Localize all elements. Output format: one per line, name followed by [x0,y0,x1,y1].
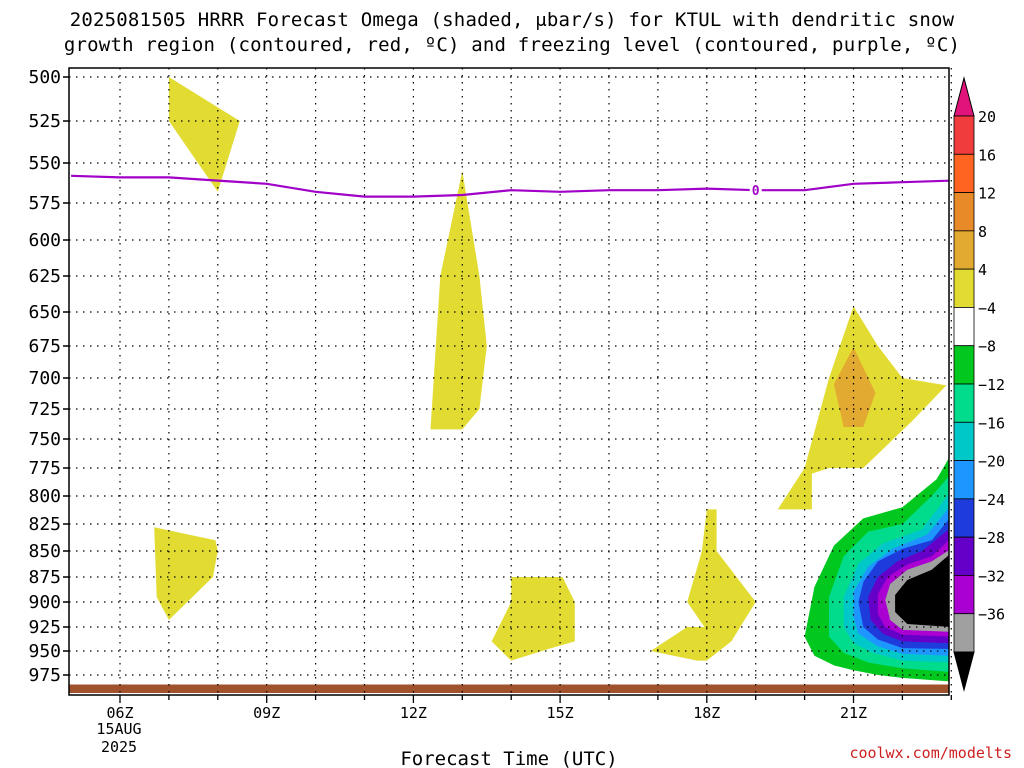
colorbar-block [953,575,975,615]
freezing-label-bg [749,182,762,199]
omega-region-0 [168,77,240,192]
terrain-bar [69,684,949,693]
x-tick-label: 09Z [253,704,280,722]
colorbar-label: −28 [978,529,1005,547]
x-tick-label: 21Z [840,704,867,722]
y-tick-label: 850 [28,541,61,562]
y-tick-label: 775 [28,458,61,479]
y-tick-label: 650 [28,302,61,323]
colorbar-label: −20 [978,453,1005,471]
y-tick-label: 600 [28,230,61,251]
colorbar-block [953,460,975,500]
y-tick-label: 700 [28,368,61,389]
chart-title: 2025081505 HRRR Forecast Omega (shaded, … [0,8,1024,58]
y-tick-label: 975 [28,665,61,686]
y-tick-label: 625 [28,266,61,287]
colorbar-block [953,307,975,347]
colorbar-label: −36 [978,606,1005,624]
x-tick-label: 12Z [400,704,427,722]
colorbar-label: −4 [978,299,996,317]
date-label-year: 2025 [101,738,137,756]
omega-region-5 [833,347,876,427]
colorbar-block [953,536,975,576]
x-tick-label: 15Z [547,704,574,722]
x-tick-label: 18Z [693,704,720,722]
colorbar-label: −24 [978,491,1005,509]
chart-title-line-1: 2025081505 HRRR Forecast Omega (shaded, … [69,9,955,31]
colorbar-label: 20 [978,108,996,126]
colorbar-block [953,230,975,270]
colorbar-top-triangle [953,76,975,117]
omega-region-14 [895,555,949,627]
y-tick-label: 900 [28,592,61,613]
colorbar-block [953,613,975,653]
y-tick-label: 500 [28,67,61,88]
omega-region-2 [154,527,218,620]
y-tick-label: 525 [28,111,61,132]
x-tick-label: 06Z [106,704,133,722]
y-tick-label: 750 [28,429,61,450]
colorbar-block [953,192,975,232]
plot-frame [68,67,950,696]
colorbar-label: 4 [978,261,987,279]
chart-title-line-2: growth region (contoured, red, ºC) and f… [63,34,961,56]
time-axis: 06Z 09Z 12Z 15Z 18Z 21Z [106,695,952,722]
x-axis-label: Forecast Time (UTC) [400,748,617,768]
freezing-level-contour: 0 [71,174,949,199]
colorbar-label: 8 [978,223,987,241]
omega-region-3 [491,577,575,661]
colorbar-block [953,498,975,538]
colorbar-bottom-triangle [953,651,975,692]
y-tick-label: 575 [28,193,61,214]
colorbar-block [953,345,975,385]
date-label-day: 15AUG [96,720,141,738]
y-tick-label: 725 [28,399,61,420]
colorbar-label: −16 [978,414,1005,432]
colorbar-block [953,268,975,308]
colorbar-label: 16 [978,146,996,164]
colorbar-block [953,115,975,155]
colorbar-label: 12 [978,185,996,203]
y-tick-label: 950 [28,641,61,662]
omega-region-1 [430,171,487,430]
terrain-ground [69,684,949,693]
y-tick-label: 550 [28,153,61,174]
colorbar-legend: 20 16 12 8 4 −4 −8 −12 −16 −20 −24 −28 −32 −36 [953,76,1005,692]
freezing-level-label: 0 [752,184,760,199]
y-tick-label: 925 [28,617,61,638]
site-credit: coolwx.com/modelts [849,744,1012,762]
colorbar-label: −8 [978,338,996,356]
pressure-axis: 500 525 550 575 600 625 650 675 700 725 750 775 800 8… [28,67,69,686]
y-tick-label: 800 [28,486,61,507]
y-tick-label: 875 [28,567,61,588]
colorbar-block [953,153,975,193]
freezing-level-line [71,174,949,198]
colorbar-label: −12 [978,376,1005,394]
colorbar-block [953,383,975,423]
colorbar-block [953,421,975,461]
colorbar-label: −32 [978,567,1005,585]
omega-shading [154,77,949,682]
y-tick-label: 825 [28,514,61,535]
y-tick-label: 675 [28,336,61,357]
